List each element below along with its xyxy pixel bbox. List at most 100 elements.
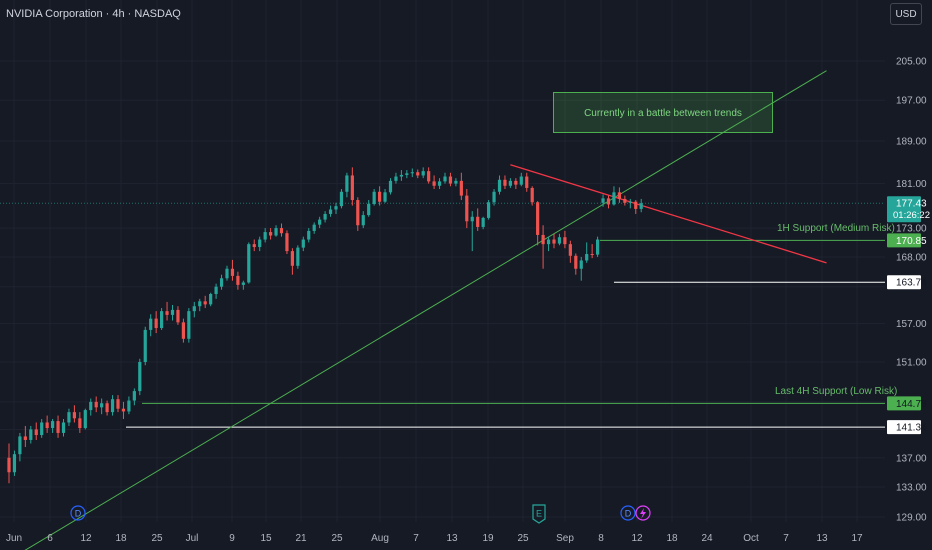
- candle-body: [241, 282, 245, 285]
- time-tick-label: 12: [80, 533, 92, 544]
- candle-body: [181, 322, 185, 339]
- candle-body: [209, 293, 213, 305]
- candle-body: [219, 278, 224, 287]
- candle-body: [170, 309, 175, 315]
- candle-body: [127, 400, 131, 412]
- price-tag: 177.43: [896, 199, 927, 210]
- candle-body: [176, 309, 180, 323]
- candle-body: [105, 403, 109, 413]
- support-4h-label[interactable]: Last 4H Support (Low Risk): [775, 386, 898, 397]
- candle-body: [367, 203, 371, 216]
- candle-body: [258, 239, 262, 248]
- dividend-letter: D: [625, 509, 632, 519]
- dividend-badge-sep: D: [620, 505, 636, 521]
- dividend-badge: D: [70, 505, 86, 521]
- candle-body: [416, 172, 420, 176]
- candle-body: [307, 230, 311, 240]
- price-tick-label: 133.00: [896, 482, 927, 493]
- candle-body: [606, 198, 611, 205]
- candle-body: [514, 180, 518, 185]
- price-tick-label: 197.00: [896, 96, 927, 107]
- price-axis: 129.00 133.00 137.00 141.34 144.78 151.00 157.…: [887, 57, 930, 524]
- candle-body: [203, 301, 207, 305]
- candle-body: [372, 191, 376, 204]
- dividend-icon: [70, 505, 86, 521]
- time-tick-label: Jun: [6, 533, 22, 544]
- chart-title: NVIDIA Corporation · 4h · NASDAQ: [6, 8, 181, 20]
- annotation-box[interactable]: Currently in a battle between trends: [553, 92, 773, 133]
- candle-body: [285, 233, 289, 252]
- currency-button[interactable]: USD: [890, 3, 922, 25]
- time-tick-label: 13: [816, 533, 828, 544]
- time-tick-label: Jul: [186, 533, 199, 544]
- candle-body: [318, 219, 322, 225]
- dividend-letter: D: [75, 509, 82, 519]
- earnings-letter: E: [536, 509, 542, 519]
- candle-body: [388, 180, 393, 193]
- candle-body: [437, 181, 442, 186]
- candle-body: [628, 201, 632, 203]
- candle-body: [236, 275, 240, 285]
- candle-body: [121, 408, 126, 412]
- trendline-descending: [510, 164, 827, 264]
- candle-body: [345, 175, 349, 192]
- candle-body: [110, 399, 115, 413]
- candle-body: [405, 173, 409, 175]
- candle-body: [459, 180, 463, 196]
- candle-body: [94, 401, 98, 408]
- candle-body: [497, 179, 502, 192]
- candle-body: [56, 421, 60, 433]
- candle-body: [410, 172, 414, 174]
- candle-body: [519, 176, 523, 185]
- candle-body: [568, 244, 572, 256]
- time-tick-label: Sep: [556, 533, 574, 544]
- candle-body: [334, 206, 338, 210]
- price-tick-label: 151.00: [896, 357, 927, 368]
- candle-body: [279, 228, 284, 234]
- support-1h-label[interactable]: 1H Support (Medium Risk): [777, 223, 895, 234]
- candle-body: [45, 422, 49, 429]
- candle-body: [492, 191, 496, 203]
- candle-body: [160, 311, 164, 329]
- time-tick-label: 15: [260, 533, 272, 544]
- candle-body: [339, 191, 344, 207]
- candle-body: [116, 399, 120, 409]
- candle-body: [563, 237, 567, 245]
- price-tick-label: 168.00: [896, 252, 927, 263]
- candle-body: [23, 436, 27, 440]
- earnings-badge: E: [532, 504, 546, 524]
- candle-body: [225, 268, 229, 279]
- price-tick-label: 181.00: [896, 179, 927, 190]
- candle-body: [421, 171, 425, 176]
- price-tag-bg: [887, 275, 921, 290]
- time-tick-label: Aug: [371, 533, 389, 544]
- candle-body: [470, 216, 474, 222]
- time-tick-label: 25: [151, 533, 163, 544]
- price-tick-label: 137.00: [896, 453, 927, 464]
- candle-body: [269, 232, 273, 236]
- time-tick-label: 9: [229, 533, 235, 544]
- candle-body: [149, 318, 153, 330]
- candle-body: [61, 422, 66, 433]
- split-event-badge: [635, 505, 651, 521]
- candle-body: [7, 457, 11, 473]
- candle-body: [427, 171, 431, 182]
- price-tag: 170.85: [896, 236, 927, 247]
- price-tick-label: 205.00: [896, 57, 927, 68]
- candle-body: [546, 239, 551, 245]
- candle-body: [290, 251, 294, 266]
- candle-body: [34, 429, 38, 436]
- time-tick-label: Oct: [743, 533, 759, 544]
- candle-body: [612, 192, 616, 205]
- candle-body: [83, 410, 87, 429]
- candle-body: [481, 217, 485, 227]
- candle-body: [639, 203, 643, 209]
- time-tick-label: 18: [666, 533, 678, 544]
- candle-body: [198, 301, 202, 307]
- candle-body: [574, 255, 578, 269]
- time-tick-label: 6: [47, 533, 53, 544]
- candle-body: [230, 268, 235, 276]
- price-tag-bg: [887, 233, 921, 248]
